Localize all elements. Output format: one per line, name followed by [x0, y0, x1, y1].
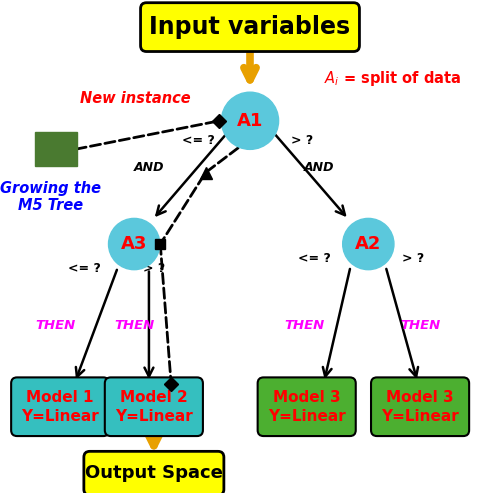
Text: THEN: THEN — [114, 319, 154, 332]
Text: > ?: > ? — [290, 134, 313, 147]
Text: AND: AND — [134, 161, 164, 174]
Text: > ?: > ? — [142, 262, 165, 275]
Circle shape — [222, 92, 278, 149]
FancyBboxPatch shape — [11, 378, 109, 436]
FancyBboxPatch shape — [84, 452, 224, 493]
Text: New instance: New instance — [80, 91, 190, 106]
Text: Input variables: Input variables — [150, 15, 350, 39]
Text: A3: A3 — [121, 235, 148, 253]
Text: A2: A2 — [355, 235, 382, 253]
Text: A1: A1 — [237, 112, 263, 130]
Text: <= ?: <= ? — [182, 134, 214, 147]
Text: <= ?: <= ? — [68, 262, 102, 275]
Text: > ?: > ? — [402, 252, 424, 265]
Text: Growing the
M5 Tree: Growing the M5 Tree — [0, 181, 101, 213]
Text: Model 1
Y=Linear: Model 1 Y=Linear — [22, 390, 99, 423]
Text: <= ?: <= ? — [298, 252, 330, 265]
Text: Model 3
Y=Linear: Model 3 Y=Linear — [381, 390, 459, 423]
Text: THEN: THEN — [400, 319, 440, 332]
Text: Output Space: Output Space — [85, 464, 223, 482]
FancyBboxPatch shape — [34, 132, 77, 166]
Text: Model 3
Y=Linear: Model 3 Y=Linear — [268, 390, 345, 423]
FancyBboxPatch shape — [140, 3, 360, 52]
Text: THEN: THEN — [35, 319, 76, 332]
Circle shape — [342, 218, 394, 270]
FancyBboxPatch shape — [105, 378, 203, 436]
Text: AND: AND — [304, 161, 334, 174]
FancyBboxPatch shape — [371, 378, 469, 436]
Text: Model 2
Y=Linear: Model 2 Y=Linear — [115, 390, 192, 423]
Circle shape — [108, 218, 160, 270]
FancyBboxPatch shape — [258, 378, 356, 436]
Text: $A_i$ = split of data: $A_i$ = split of data — [324, 70, 462, 88]
Text: THEN: THEN — [284, 319, 325, 332]
